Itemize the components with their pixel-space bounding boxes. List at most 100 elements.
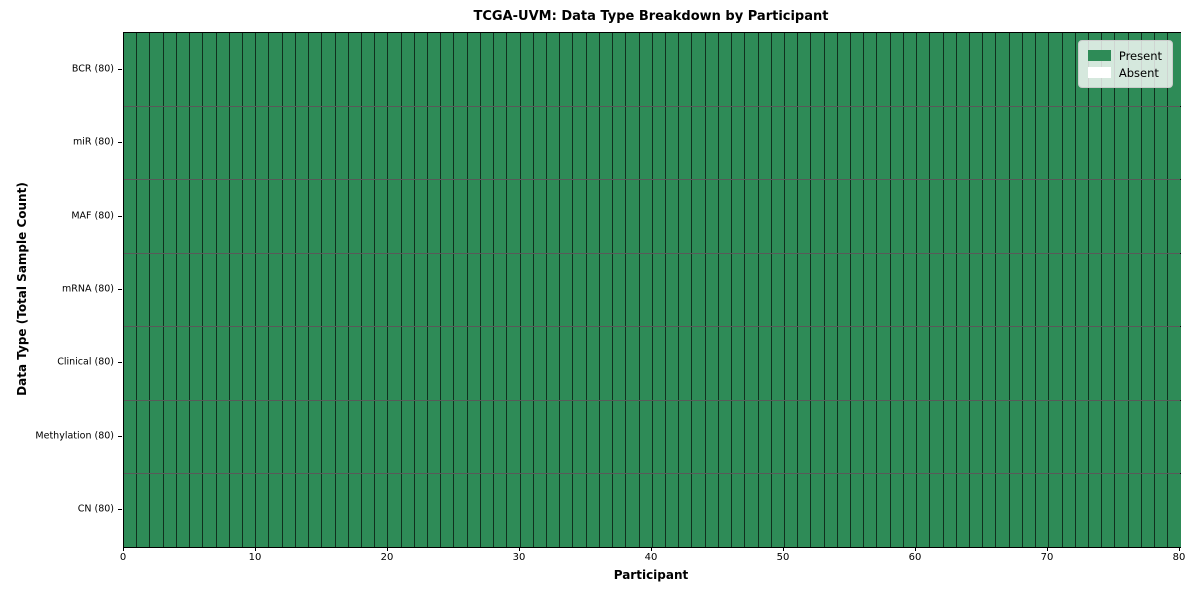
grid-cell [783, 400, 798, 474]
grid-cell [585, 400, 599, 474]
grid-cell [202, 33, 216, 106]
grid-cell [387, 400, 401, 474]
grid-cell [1154, 106, 1168, 180]
grid-cell [836, 253, 851, 327]
grid-cell [678, 33, 692, 106]
grid-cell [559, 400, 573, 474]
grid-cell [124, 327, 137, 400]
grid-cell [982, 33, 996, 106]
grid-row [124, 326, 1181, 400]
grid-cell [598, 180, 613, 253]
grid-cell [717, 180, 732, 253]
grid-cell [1114, 253, 1128, 327]
grid-cell [797, 106, 811, 180]
grid-cell [281, 180, 295, 253]
grid-cell [810, 180, 824, 253]
grid-cell [717, 253, 732, 327]
grid-cell [479, 400, 494, 474]
grid-cell [334, 180, 348, 253]
grid-cell [1167, 400, 1181, 474]
grid-cell [374, 400, 388, 474]
grid-cell [731, 106, 745, 180]
grid-cell [1087, 327, 1102, 400]
grid-cell [625, 474, 639, 548]
grid-cell [268, 33, 282, 106]
grid-cell [572, 474, 586, 548]
grid-cell [427, 474, 441, 548]
grid-cell [124, 253, 137, 327]
grid-cell [612, 327, 626, 400]
grid-row [124, 105, 1181, 180]
grid-cell [427, 400, 441, 474]
grid-cell [124, 400, 137, 474]
grid-cell [863, 33, 877, 106]
grid-cell [929, 327, 943, 400]
grid-cell [929, 474, 943, 548]
legend-entry-present: Present [1087, 47, 1162, 64]
grid-cell [413, 253, 428, 327]
grid-cell [1048, 400, 1062, 474]
grid-cell [1021, 33, 1036, 106]
grid-cell [797, 400, 811, 474]
grid-cell [757, 474, 771, 548]
grid-cell [929, 33, 943, 106]
grid-cell [863, 253, 877, 327]
grid-cell [1167, 106, 1181, 180]
grid-cell [863, 400, 877, 474]
grid-cell [479, 106, 494, 180]
grid-cell [559, 327, 573, 400]
grid-cell [1048, 474, 1062, 548]
grid-cell [546, 327, 560, 400]
grid-cell [308, 474, 322, 548]
grid-cell [175, 327, 190, 400]
grid-cell [731, 474, 745, 548]
grid-cell [863, 327, 877, 400]
grid-cell [506, 474, 520, 548]
grid-cell [215, 106, 229, 180]
grid-cell [902, 33, 917, 106]
plot-area: Present Absent [123, 32, 1181, 548]
x-tick-label: 80 [1172, 552, 1186, 563]
grid-cell [360, 180, 375, 253]
grid-cell [744, 400, 758, 474]
grid-cell [638, 327, 652, 400]
grid-cell [215, 400, 229, 474]
grid-cell [704, 400, 718, 474]
grid-cell [691, 106, 705, 180]
grid-cell [625, 253, 639, 327]
grid-cell [202, 106, 216, 180]
grid-cell [1074, 474, 1088, 548]
y-tick-label: CN (80) [77, 503, 114, 515]
y-tick-label: BCR (80) [71, 63, 114, 75]
grid-cell [916, 180, 930, 253]
grid-cell [268, 106, 282, 180]
grid-cell [175, 180, 190, 253]
grid-cell [281, 474, 295, 548]
x-tick-label: 30 [512, 552, 526, 563]
grid-cell [572, 400, 586, 474]
grid-cell [294, 400, 309, 474]
grid-cell [255, 253, 269, 327]
grid-cell [823, 33, 837, 106]
grid-cell [202, 400, 216, 474]
grid-cell [1101, 180, 1115, 253]
grid-cell [241, 327, 256, 400]
grid-cell [228, 33, 242, 106]
grid-cell [638, 253, 652, 327]
grid-cell [281, 106, 295, 180]
grid-cell [400, 400, 414, 474]
grid-cell [334, 327, 348, 400]
grid-cell [334, 400, 348, 474]
grid-cell [255, 474, 269, 548]
grid-cell [995, 400, 1009, 474]
grid-cell [1021, 400, 1036, 474]
grid-cell [413, 106, 428, 180]
grid-cell [1087, 106, 1102, 180]
grid-cell [400, 106, 414, 180]
grid-cell [440, 400, 454, 474]
grid-cell [612, 400, 626, 474]
grid-cell [268, 253, 282, 327]
grid-cell [360, 33, 375, 106]
grid-cell [1087, 400, 1102, 474]
